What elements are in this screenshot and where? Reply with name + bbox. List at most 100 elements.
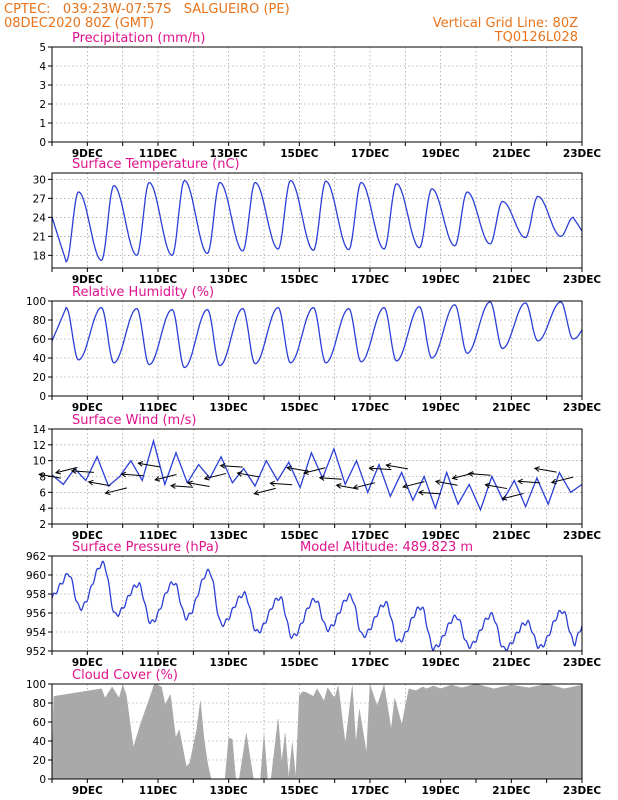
wind-arrow	[468, 473, 491, 476]
model-altitude-label: Model Altitude: 489.823 m	[300, 540, 473, 555]
wind-xtick-label: 19DEC	[422, 530, 461, 542]
wind-arrow-head	[55, 468, 61, 475]
temp-xtick-label: 11DEC	[139, 274, 178, 286]
precip-xtick-label: 23DEC	[563, 148, 602, 160]
wind-arrow	[55, 466, 78, 474]
wind-frame	[51, 428, 583, 525]
wind-arrow	[254, 487, 276, 495]
wind-arrow-head	[402, 483, 409, 489]
wind-arrow-head	[517, 478, 523, 485]
wind-arrow	[88, 481, 111, 487]
temp-xtick-label: 21DEC	[492, 274, 531, 286]
cloud-xtick-label: 19DEC	[422, 785, 461, 797]
wind-arrow-head	[104, 489, 111, 495]
cloud-xtick-label: 13DEC	[210, 785, 249, 797]
wind-arrow-head	[451, 474, 458, 481]
pres-xtick-label: 21DEC	[492, 657, 531, 669]
wind-arrow	[518, 480, 541, 484]
wind-arrow-head	[203, 474, 210, 481]
wind-arrow-head	[302, 469, 309, 475]
cloud-frame	[51, 683, 583, 780]
temp-ytick-label: 30	[33, 174, 46, 186]
rh-xtick-label: 13DEC	[210, 402, 249, 414]
rh-xtick-label: 11DEC	[139, 402, 178, 414]
wind-ytick-label: 4	[39, 503, 46, 515]
precip-xtick-label: 17DEC	[351, 148, 390, 160]
rh-ytick-label: 80	[33, 315, 46, 327]
wind-arrow-head	[253, 489, 260, 496]
rh-xtick-label: 9DEC	[72, 402, 103, 414]
rh-xtick-label: 17DEC	[351, 402, 390, 414]
wind-arrow-head	[385, 463, 392, 469]
wind-arrow	[71, 470, 94, 473]
wind-arrow-head	[154, 476, 161, 482]
wind-arrow	[270, 482, 293, 486]
wind-arrow-head	[120, 471, 127, 478]
rh-frame	[51, 300, 583, 397]
precip-ytick-label: 3	[39, 80, 46, 92]
rh-ytick-label: 100	[26, 296, 46, 308]
wind-arrow-head	[236, 470, 243, 477]
wind-arrow	[39, 473, 61, 479]
wind-arrow	[171, 485, 194, 488]
wind-xtick-label: 11DEC	[139, 530, 178, 542]
precip-xtick-label: 21DEC	[492, 148, 531, 160]
wind-xtick-label: 21DEC	[492, 530, 531, 542]
precip-title: Precipitation (mm/h)	[72, 31, 205, 46]
pres-frame	[51, 555, 583, 652]
wind-arrow	[551, 476, 574, 483]
wind-arrow	[502, 493, 524, 500]
precip-xtick-label: 19DEC	[422, 148, 461, 160]
wind-arrow-head	[417, 489, 424, 496]
pres-ytick-label: 958	[26, 589, 46, 601]
pres-xtick-label: 19DEC	[422, 657, 461, 669]
wind-arrow	[121, 473, 144, 477]
pres-plot-area	[52, 556, 582, 651]
wind-arrow-head	[434, 479, 441, 485]
wind-arrow	[369, 467, 392, 471]
panel-temp: Surface Temperature (nC) 18 21 24 27 30 9DEC 11…	[33, 157, 602, 286]
wind-title: Surface Wind (m/s)	[72, 413, 196, 428]
pres-title: Surface Pressure (hPa)	[72, 540, 219, 555]
pres-ytick-label: 962	[26, 551, 46, 563]
precip-xtick-label: 13DEC	[210, 148, 249, 160]
wind-arrow-head	[219, 463, 226, 469]
cloud-xtick-label: 15DEC	[280, 785, 319, 797]
wind-ytick-label: 10	[33, 456, 46, 468]
pres-xtick-label: 11DEC	[139, 657, 178, 669]
temp-xtick-label: 13DEC	[210, 274, 249, 286]
cloud-xtick-label: 11DEC	[139, 785, 178, 797]
temp-xtick-label: 17DEC	[351, 274, 390, 286]
wind-arrow	[418, 491, 441, 495]
rh-xtick-label: 19DEC	[422, 402, 461, 414]
temp-plot-area	[52, 173, 582, 268]
rh-ytick-label: 60	[33, 334, 46, 346]
rh-xtick-label: 15DEC	[280, 402, 319, 414]
wind-arrow	[187, 482, 210, 488]
wind-arrow	[303, 467, 326, 474]
wind-arrow	[204, 472, 227, 480]
panel-cloud: Cloud Cover (%) 0 20 40 60 80 100 9DEC 11DEC 13DE…	[26, 668, 601, 797]
temp-ytick-label: 18	[33, 250, 46, 262]
cloud-ytick-label: 60	[33, 717, 46, 729]
pres-ytick-label: 952	[26, 646, 46, 658]
wind-arrow-head	[318, 475, 325, 481]
wind-arrow-head	[269, 480, 276, 487]
wind-arrow-head	[550, 478, 557, 485]
temp-title: Surface Temperature (nC)	[72, 157, 240, 172]
wind-arrow	[138, 462, 161, 468]
wind-arrow	[402, 481, 425, 488]
rh-ytick-label: 20	[33, 372, 46, 384]
precip-frame	[51, 46, 583, 143]
wind-arrow	[220, 465, 243, 468]
temp-ytick-label: 27	[33, 193, 46, 205]
wind-arrow	[534, 467, 557, 473]
pres-xtick-label: 23DEC	[563, 657, 602, 669]
header-grid-line: Vertical Grid Line: 80Z	[433, 16, 578, 31]
temp-ytick-label: 21	[33, 231, 46, 243]
cloud-xtick-label: 21DEC	[492, 785, 531, 797]
cloud-ytick-label: 20	[33, 755, 46, 767]
wind-arrow-head	[368, 465, 375, 472]
